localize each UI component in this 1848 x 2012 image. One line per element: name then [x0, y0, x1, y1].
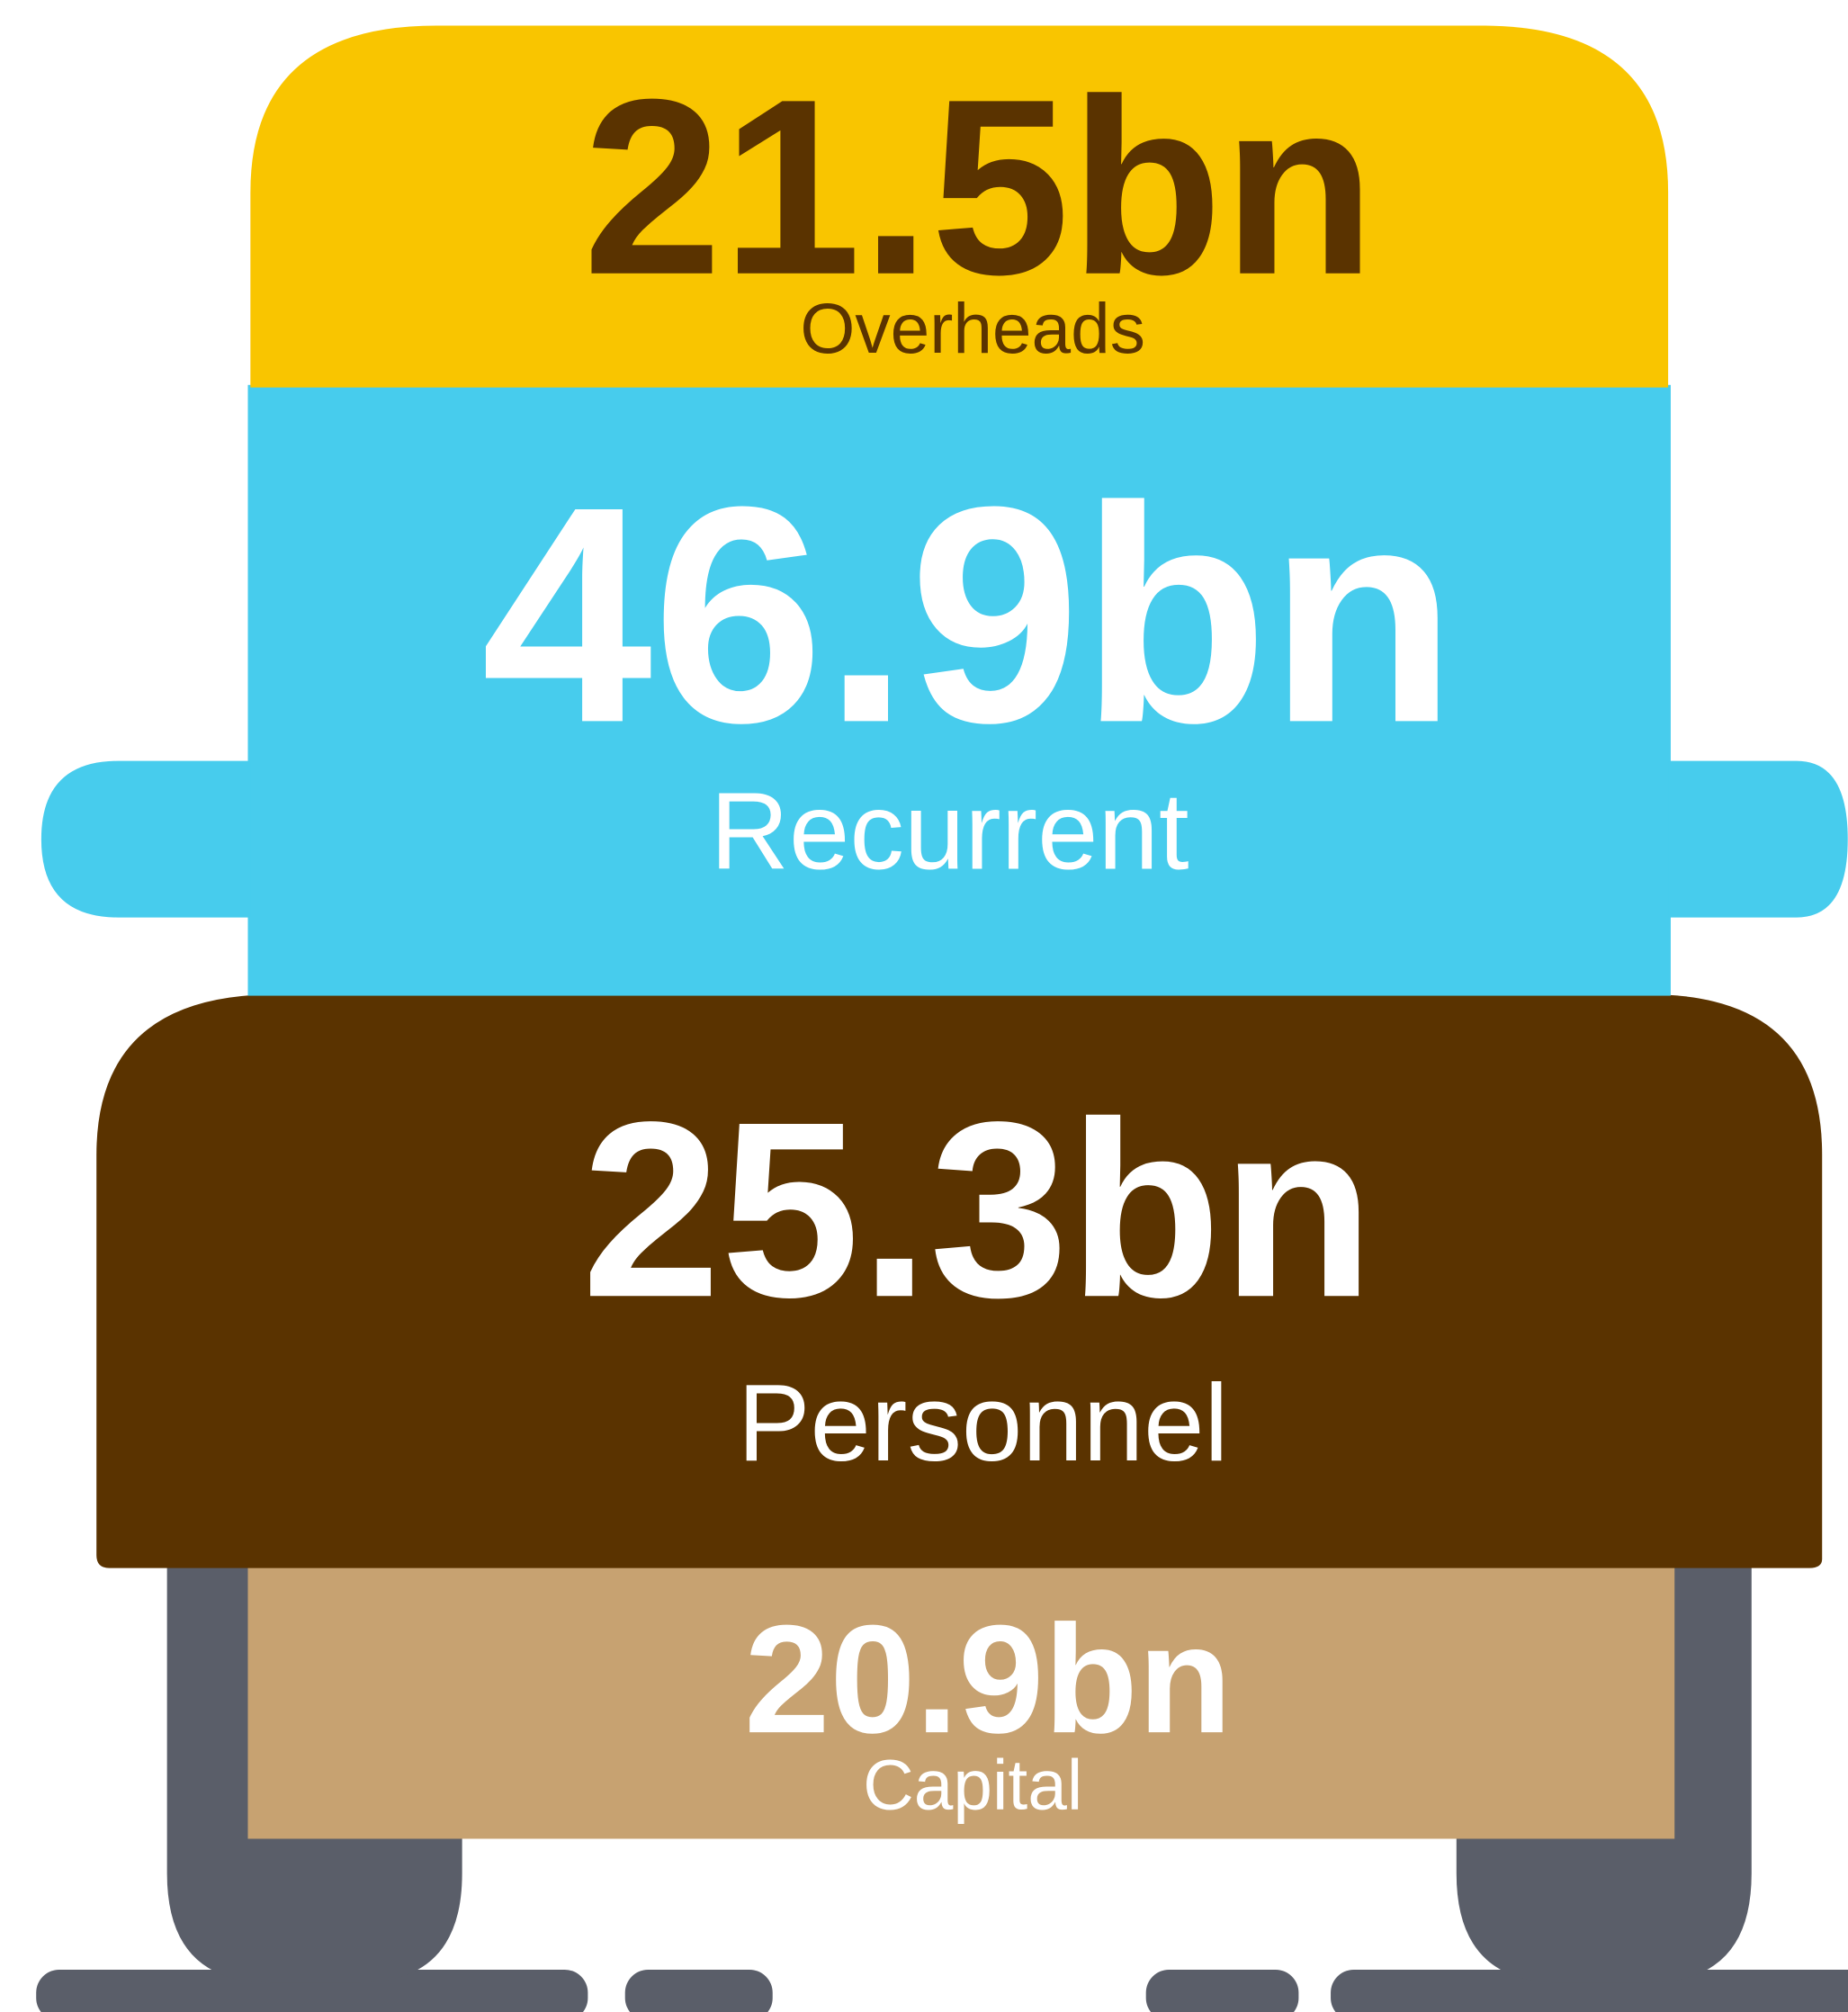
overheads-value: 21.5bn: [583, 47, 1376, 327]
overheads-label: Overheads: [800, 289, 1145, 368]
overheads-block: [250, 25, 1669, 388]
foot: [624, 1969, 773, 2012]
recurrent-block: [247, 384, 1671, 996]
personnel-block: [96, 994, 1823, 1568]
personnel-value: 25.3bn: [581, 1069, 1374, 1349]
foot: [1331, 1969, 1848, 2012]
recurrent-label: Recurrent: [710, 769, 1189, 892]
feet: [36, 1969, 1848, 2012]
capital-block: [247, 1565, 1675, 1839]
personnel-label: Personnel: [738, 1361, 1229, 1484]
left-arm: [40, 760, 251, 918]
recurrent-value: 46.9bn: [481, 442, 1457, 786]
foot: [36, 1969, 588, 2012]
foot: [1145, 1969, 1299, 2012]
capital-label: Capital: [863, 1746, 1082, 1825]
right-arm: [1668, 760, 1848, 918]
capital-value: 20.9bn: [744, 1594, 1232, 1765]
